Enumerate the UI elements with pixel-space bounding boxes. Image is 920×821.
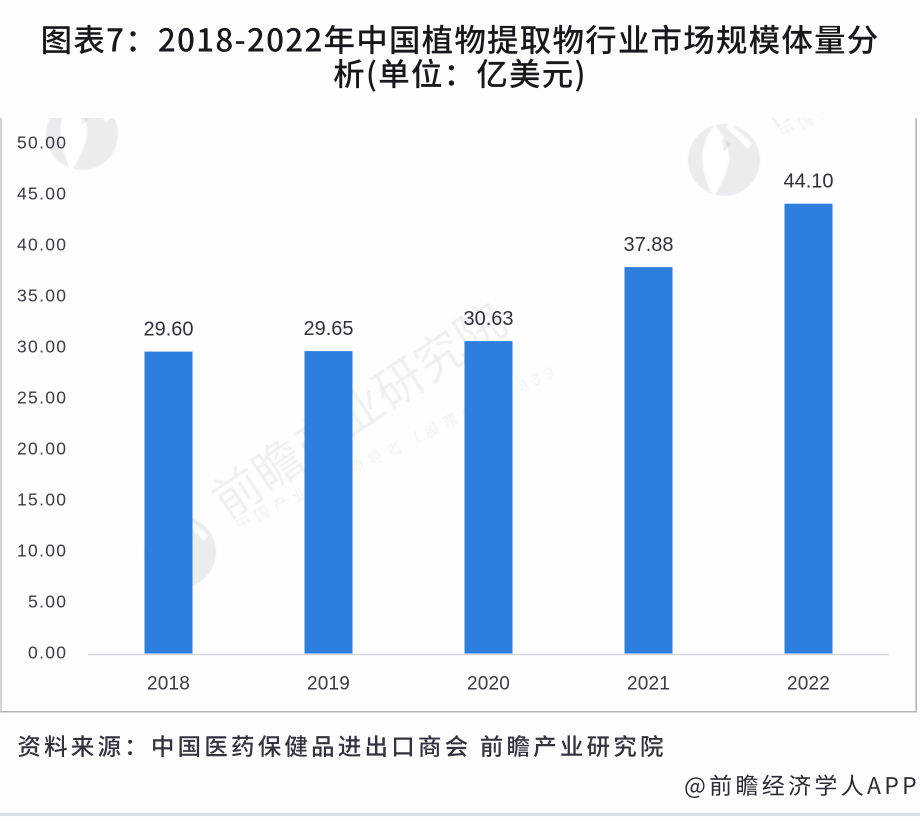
svg-text:20.00: 20.00 xyxy=(17,438,67,458)
svg-text:45.00: 45.00 xyxy=(17,183,67,203)
svg-text:0.00: 0.00 xyxy=(28,642,67,662)
svg-text:2019: 2019 xyxy=(307,674,350,695)
svg-text:2021: 2021 xyxy=(627,674,670,695)
svg-text:2018: 2018 xyxy=(147,674,190,695)
svg-text:10.00: 10.00 xyxy=(17,540,67,560)
svg-text:30.63: 30.63 xyxy=(463,308,513,330)
svg-text:29.65: 29.65 xyxy=(303,318,353,340)
svg-text:35.00: 35.00 xyxy=(17,285,67,305)
svg-text:40.00: 40.00 xyxy=(17,234,67,254)
svg-text:2022: 2022 xyxy=(787,674,830,695)
svg-text:15.00: 15.00 xyxy=(17,489,67,509)
svg-text:5.00: 5.00 xyxy=(28,591,67,611)
svg-text:30.00: 30.00 xyxy=(17,336,67,356)
svg-text:44.10: 44.10 xyxy=(783,171,833,193)
svg-text:29.60: 29.60 xyxy=(143,319,193,341)
svg-text:25.00: 25.00 xyxy=(17,387,67,407)
svg-text:50.00: 50.00 xyxy=(17,132,67,152)
svg-text:37.88: 37.88 xyxy=(623,234,673,256)
svg-text:2020: 2020 xyxy=(467,674,510,695)
